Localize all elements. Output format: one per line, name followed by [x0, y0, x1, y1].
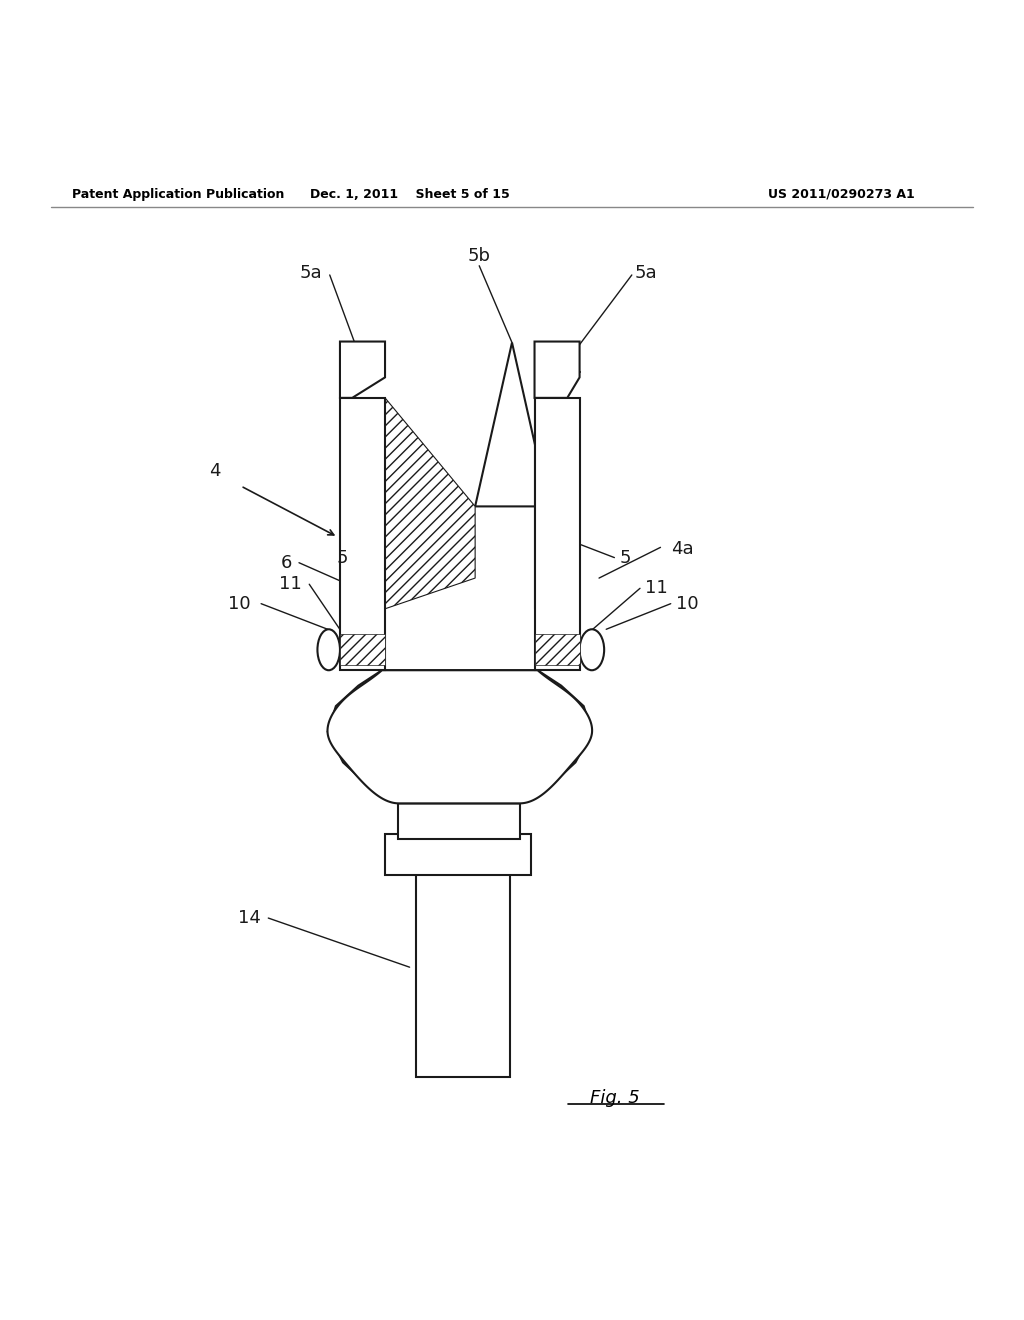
Text: 4a: 4a [671, 540, 693, 558]
Text: US 2011/0290273 A1: US 2011/0290273 A1 [768, 187, 914, 201]
Text: 5: 5 [620, 549, 631, 566]
Polygon shape [340, 342, 385, 397]
Ellipse shape [580, 630, 604, 671]
Text: 11: 11 [280, 576, 302, 593]
Polygon shape [385, 397, 475, 609]
Text: 4: 4 [209, 462, 221, 479]
Ellipse shape [317, 630, 340, 671]
Polygon shape [385, 834, 531, 875]
Text: 5a: 5a [300, 264, 323, 282]
Polygon shape [328, 671, 592, 804]
Text: 14: 14 [239, 909, 261, 927]
Text: 11: 11 [645, 579, 668, 598]
Text: 10: 10 [676, 595, 698, 612]
Text: Patent Application Publication: Patent Application Publication [72, 187, 284, 201]
Polygon shape [398, 804, 520, 840]
Text: 5b: 5b [468, 247, 490, 264]
Polygon shape [340, 635, 385, 665]
Polygon shape [535, 342, 580, 397]
Text: 10: 10 [228, 595, 251, 612]
Polygon shape [340, 397, 385, 671]
Text: 5: 5 [337, 549, 348, 566]
Polygon shape [328, 671, 592, 804]
Polygon shape [535, 635, 580, 665]
Text: Fig. 5: Fig. 5 [590, 1089, 639, 1107]
Text: 6: 6 [281, 553, 292, 572]
Text: 5a: 5a [635, 264, 657, 282]
Text: Dec. 1, 2011    Sheet 5 of 15: Dec. 1, 2011 Sheet 5 of 15 [309, 187, 510, 201]
Polygon shape [416, 870, 510, 1077]
Polygon shape [535, 397, 549, 609]
Polygon shape [475, 343, 549, 507]
Polygon shape [535, 397, 580, 671]
